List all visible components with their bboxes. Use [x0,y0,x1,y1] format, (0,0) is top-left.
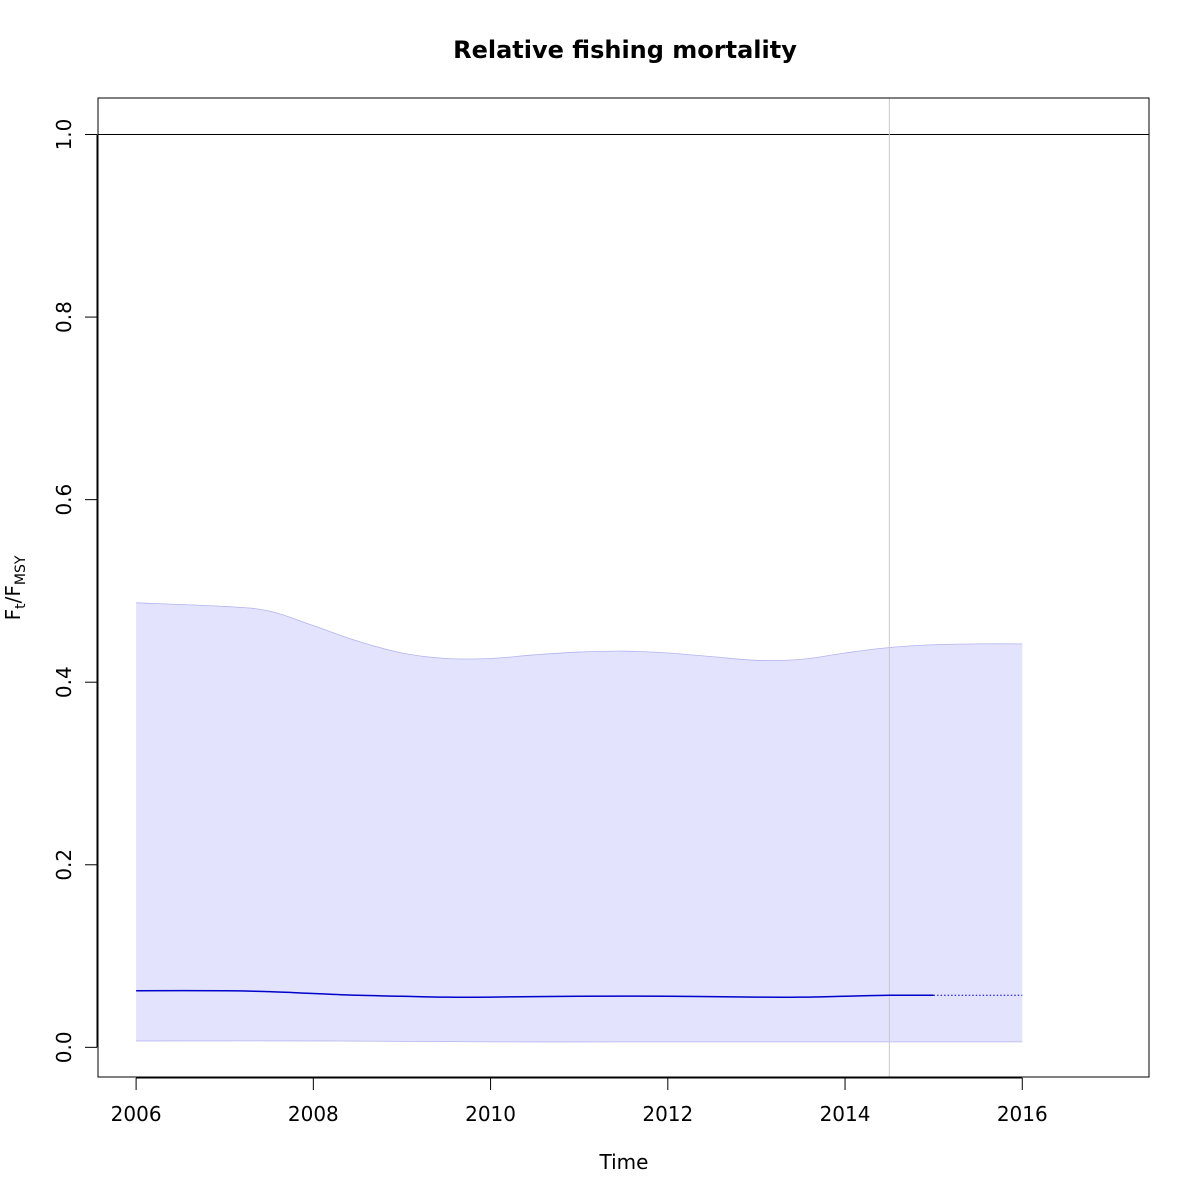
y-tick-label: 0.6 [52,484,76,516]
y-tick-label: 1.0 [52,119,76,151]
x-tick-label: 2008 [288,1102,339,1126]
y-tick-label: 0.2 [52,849,76,881]
x-tick-label: 2010 [465,1102,516,1126]
estimate-line [136,989,934,998]
y-axis-title-sep: /F [1,585,25,603]
x-axis: 2006 2008 2010 2012 2014 2016 [111,1077,1048,1126]
y-axis-title-sub2: MSY [13,555,29,585]
y-axis-title-main: F [1,609,25,621]
svg-text:Ft/FMSY: Ft/FMSY [1,555,29,620]
ci-lower-line [136,1040,1023,1043]
x-axis-title: Time [599,1150,649,1174]
x-tick-label: 2014 [820,1102,871,1126]
plot-frame [97,97,1150,1078]
y-axis-title-sub1: t [13,603,29,609]
y-tick-label: 0.0 [52,1031,76,1063]
confidence-band [136,602,1023,1042]
chart-title: Relative fishing mortality [453,36,797,64]
plot-area [98,98,1149,1077]
x-tick-label: 2016 [997,1102,1048,1126]
y-tick-label: 0.4 [52,666,76,698]
y-axis-title: Ft/FMSY [1,555,29,620]
ci-upper-line [136,602,1023,661]
y-tick-label: 0.8 [52,301,76,333]
y-axis: 0.0 0.2 0.4 0.6 0.8 1.0 [52,119,98,1063]
x-tick-label: 2006 [111,1102,162,1126]
x-tick-label: 2012 [642,1102,693,1126]
